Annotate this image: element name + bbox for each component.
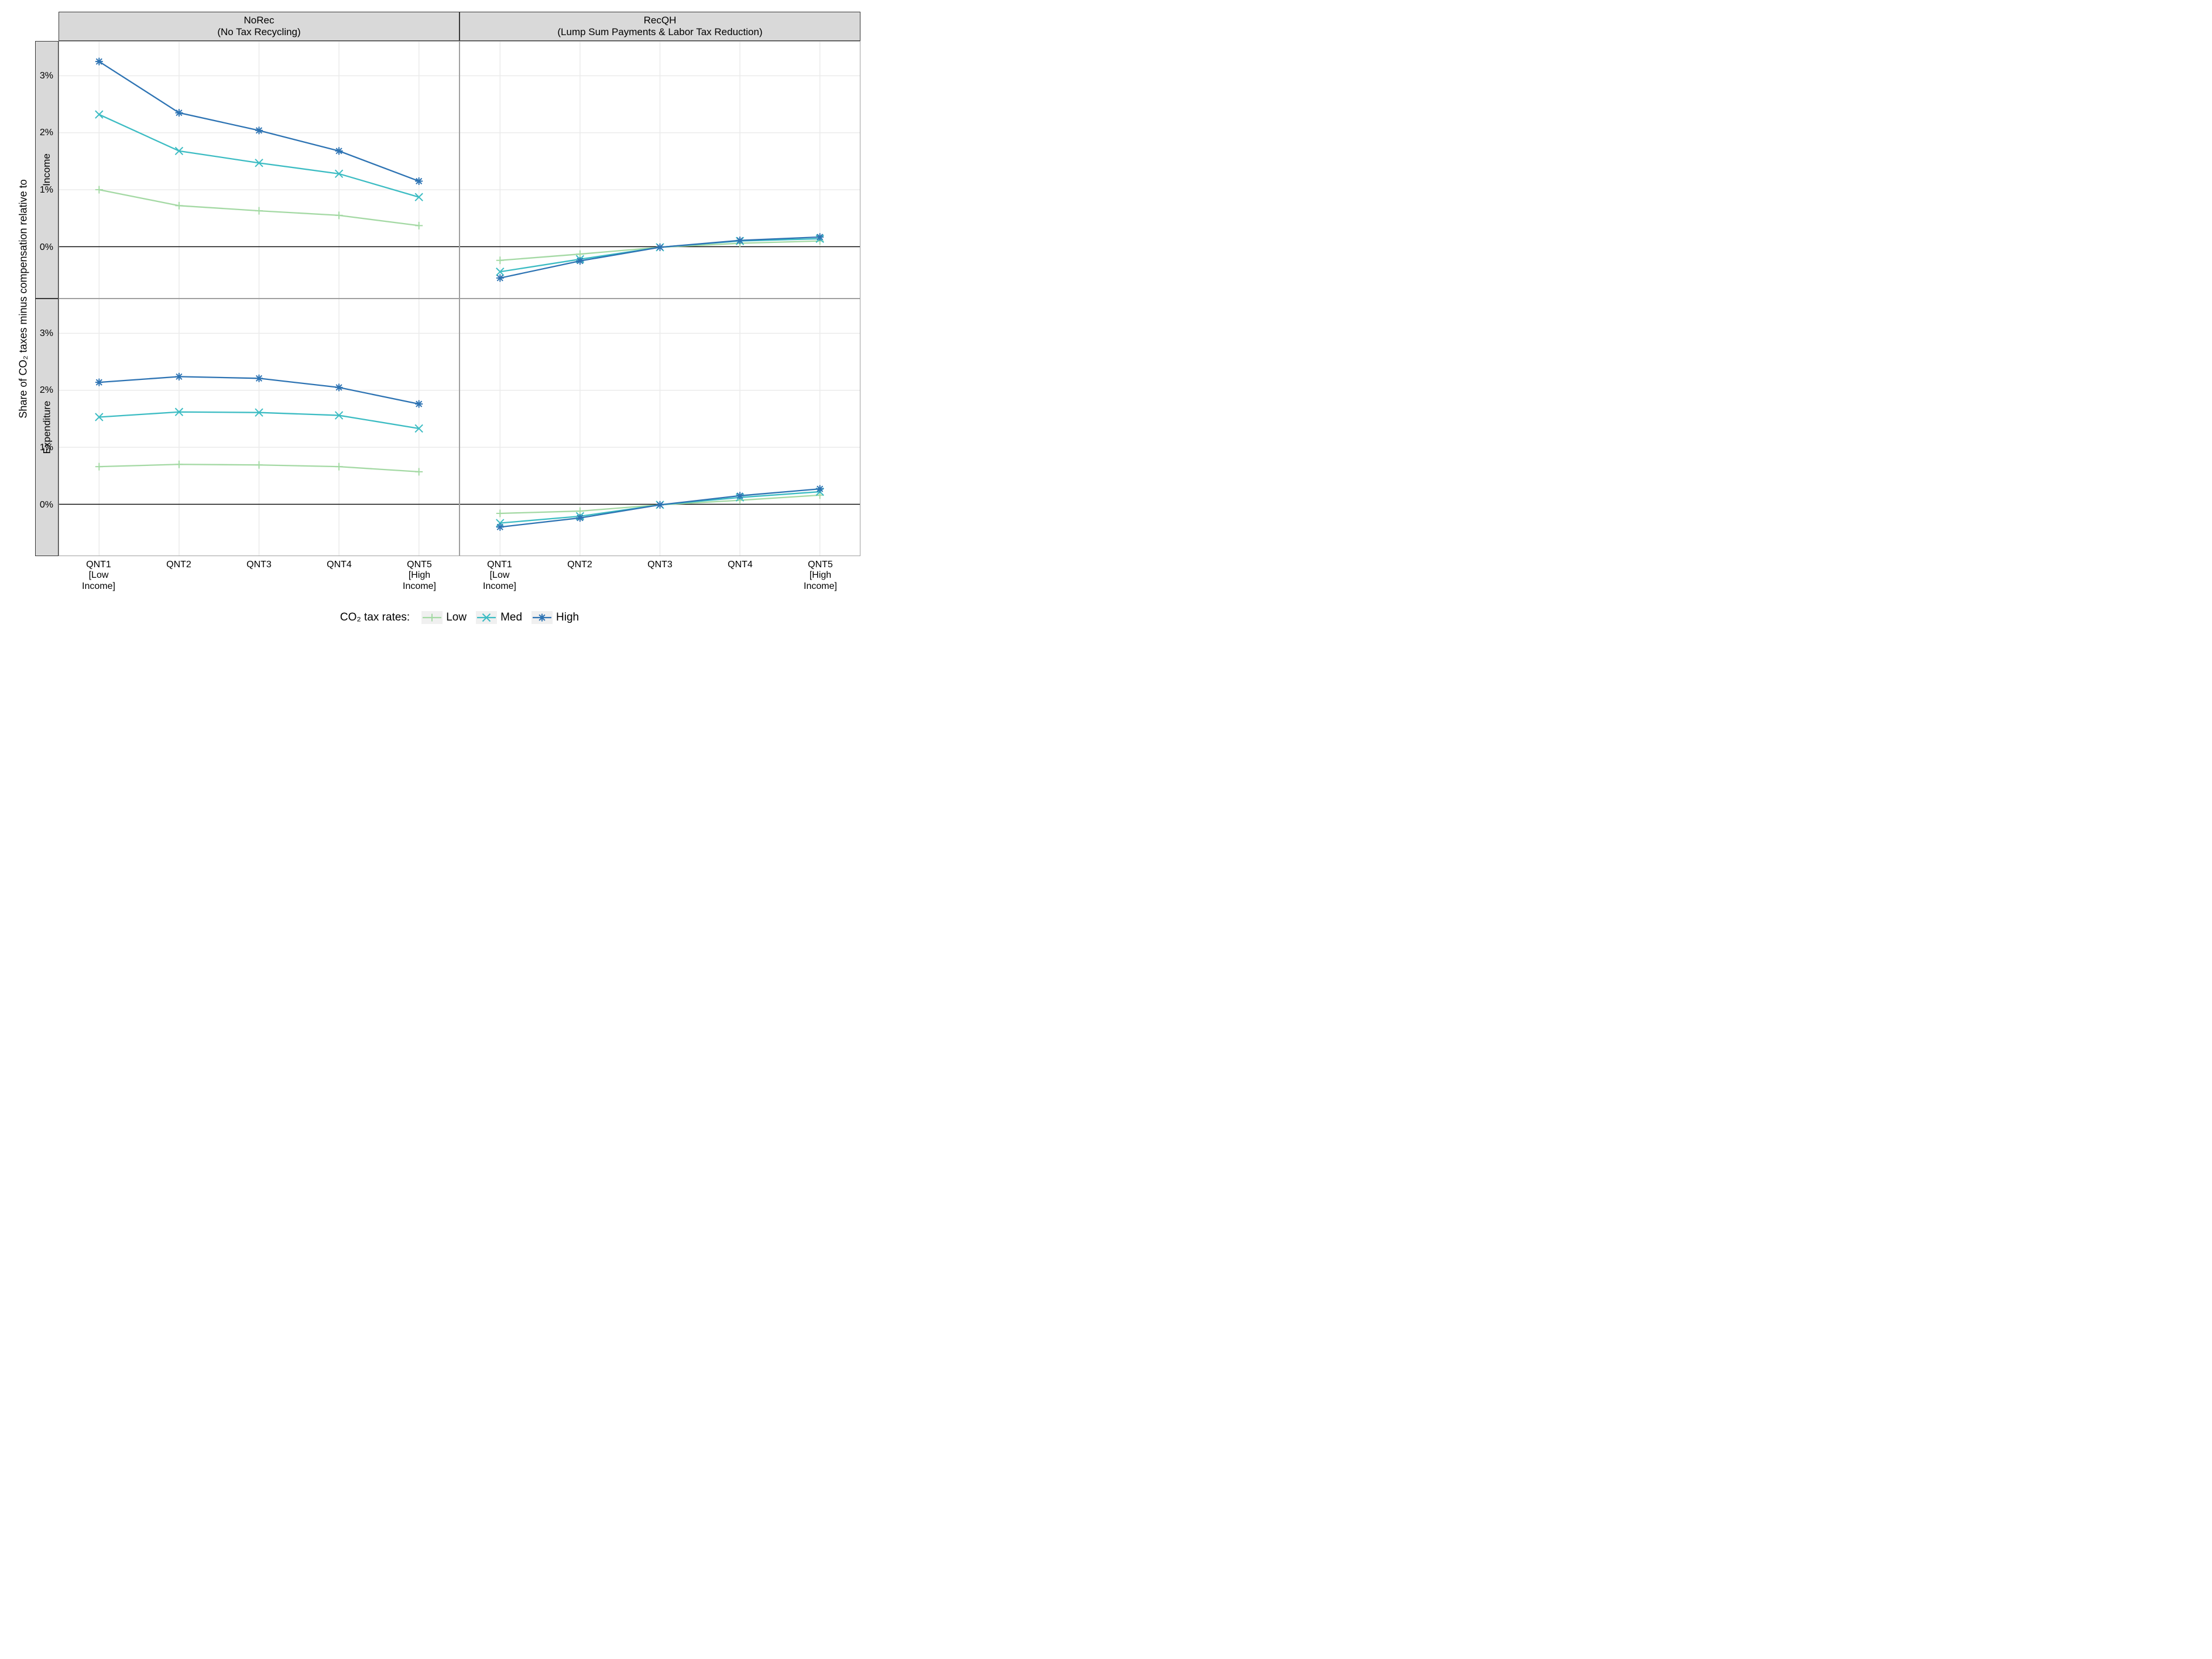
y-tick-label: 3% — [40, 328, 53, 339]
x-axis-left: QNT1 [Low Income]QNT2QNT3QNT4QNT5 [High … — [59, 556, 459, 603]
y-tick-label: 2% — [40, 128, 53, 138]
y-tick-label: 0% — [40, 500, 53, 510]
col-strip-recqh: RecQH (Lump Sum Payments & Labor Tax Red… — [459, 12, 860, 41]
x-tick-label: QNT1 [Low Income] — [59, 556, 139, 603]
x-tick-label: QNT4 — [700, 556, 780, 603]
panel-recqh-income — [459, 41, 860, 299]
star-icon — [531, 611, 553, 624]
x-axis-right: QNT1 [Low Income]QNT2QNT3QNT4QNT5 [High … — [459, 556, 860, 603]
col-strip-norec: NoRec (No Tax Recycling) — [59, 12, 459, 41]
plus-icon — [421, 611, 443, 624]
x-tick-label: QNT5 [High Income] — [379, 556, 459, 603]
panel-norec-expenditure: 0%1%2%3% — [59, 299, 459, 556]
panel-norec-income: 0%1%2%3% — [59, 41, 459, 299]
legend-title: CO₂ tax rates: — [340, 611, 410, 624]
facet-chart: Share of CO₂ taxes minus compensation re… — [12, 12, 860, 632]
x-icon — [476, 611, 497, 624]
legend-label: High — [556, 611, 579, 624]
y-tick-label: 3% — [40, 71, 53, 81]
legend-item-med: Med — [476, 611, 522, 624]
y-tick-label: 1% — [40, 443, 53, 453]
legend-label: Low — [446, 611, 467, 624]
x-tick-label: QNT2 — [139, 556, 219, 603]
x-tick-label: QNT1 [Low Income] — [459, 556, 540, 603]
legend-label: Med — [500, 611, 522, 624]
x-tick-label: QNT3 — [219, 556, 299, 603]
y-tick-label: 0% — [40, 242, 53, 253]
x-tick-label: QNT4 — [299, 556, 379, 603]
legend-item-high: High — [531, 611, 579, 624]
x-tick-label: QNT5 [High Income] — [780, 556, 860, 603]
y-tick-label: 1% — [40, 185, 53, 196]
y-tick-label: 2% — [40, 385, 53, 396]
legend-item-low: Low — [421, 611, 467, 624]
x-tick-label: QNT2 — [540, 556, 620, 603]
x-tick-label: QNT3 — [620, 556, 700, 603]
legend: CO₂ tax rates: Low Med High — [59, 603, 860, 632]
panel-recqh-expenditure — [459, 299, 860, 556]
